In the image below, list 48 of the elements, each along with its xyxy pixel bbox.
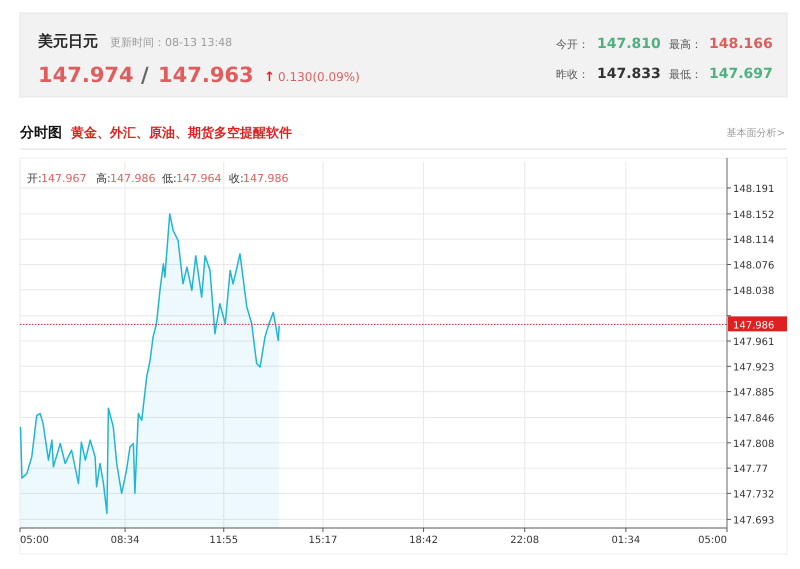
- annotation: 高:: [96, 172, 111, 185]
- x-tick-label: 01:34: [611, 535, 640, 546]
- x-tick-label: 18:42: [409, 535, 438, 546]
- text: ↑: [264, 70, 275, 85]
- text: /: [141, 63, 149, 87]
- y-tick-label: 148.152: [733, 210, 774, 221]
- y-tick-label: 147.961: [733, 337, 774, 348]
- annotation: 低:: [162, 172, 177, 185]
- y-tick-label: 147.732: [733, 489, 774, 500]
- text: 昨收：: [556, 68, 589, 81]
- y-tick-label: 147.846: [733, 414, 774, 425]
- y-tick-label: 147.77: [733, 464, 768, 476]
- text: 147.963: [158, 63, 254, 87]
- annotation: 开:: [27, 172, 42, 185]
- y-tick-label: 147.693: [733, 515, 774, 526]
- y-tick-label: 148.114: [733, 235, 774, 246]
- text: 今开：: [556, 38, 589, 51]
- annotation: 147.986: [243, 172, 288, 185]
- text: 最高：: [669, 38, 702, 51]
- text: 0.130(0.09%): [278, 70, 360, 84]
- text: 148.166: [709, 36, 773, 52]
- text: 黄金、外汇、原油、期货多空提醒软件: [70, 125, 292, 141]
- x-tick-label: 05:00: [20, 535, 49, 546]
- text: 147.974: [38, 63, 134, 87]
- chart-subtitle: 更新时间：08-13 13:48: [110, 36, 232, 49]
- ref-line-label: 147.986: [733, 320, 774, 332]
- y-tick-label: 148.038: [733, 286, 774, 297]
- text: 分时图: [19, 125, 62, 141]
- x-tick-label: 15:17: [308, 535, 338, 546]
- chart-title: 美元日元: [37, 32, 98, 50]
- y-tick-label: 147.885: [733, 388, 774, 399]
- x-tick-label: 11:55: [209, 535, 238, 546]
- text: 147.697: [709, 66, 773, 82]
- y-tick-label: 147.808: [733, 438, 774, 450]
- y-tick-label: 148.076: [733, 260, 774, 272]
- x-tick-label: 22:08: [510, 535, 540, 546]
- annotation: 收:: [229, 172, 244, 185]
- text: 147.833: [597, 66, 661, 82]
- y-tick-label: 147.923: [733, 362, 774, 374]
- y-tick-label: 148.191: [733, 184, 774, 195]
- text: 最低：: [669, 68, 702, 81]
- x-tick-label: 05:00: [698, 535, 727, 546]
- annotation: 147.964: [176, 172, 222, 185]
- annotation: 147.967: [41, 172, 86, 185]
- x-tick-label: 08:34: [110, 535, 140, 546]
- text: 147.810: [597, 36, 662, 52]
- annotation: 147.986: [110, 172, 156, 185]
- text: 基本面分析>: [726, 127, 785, 139]
